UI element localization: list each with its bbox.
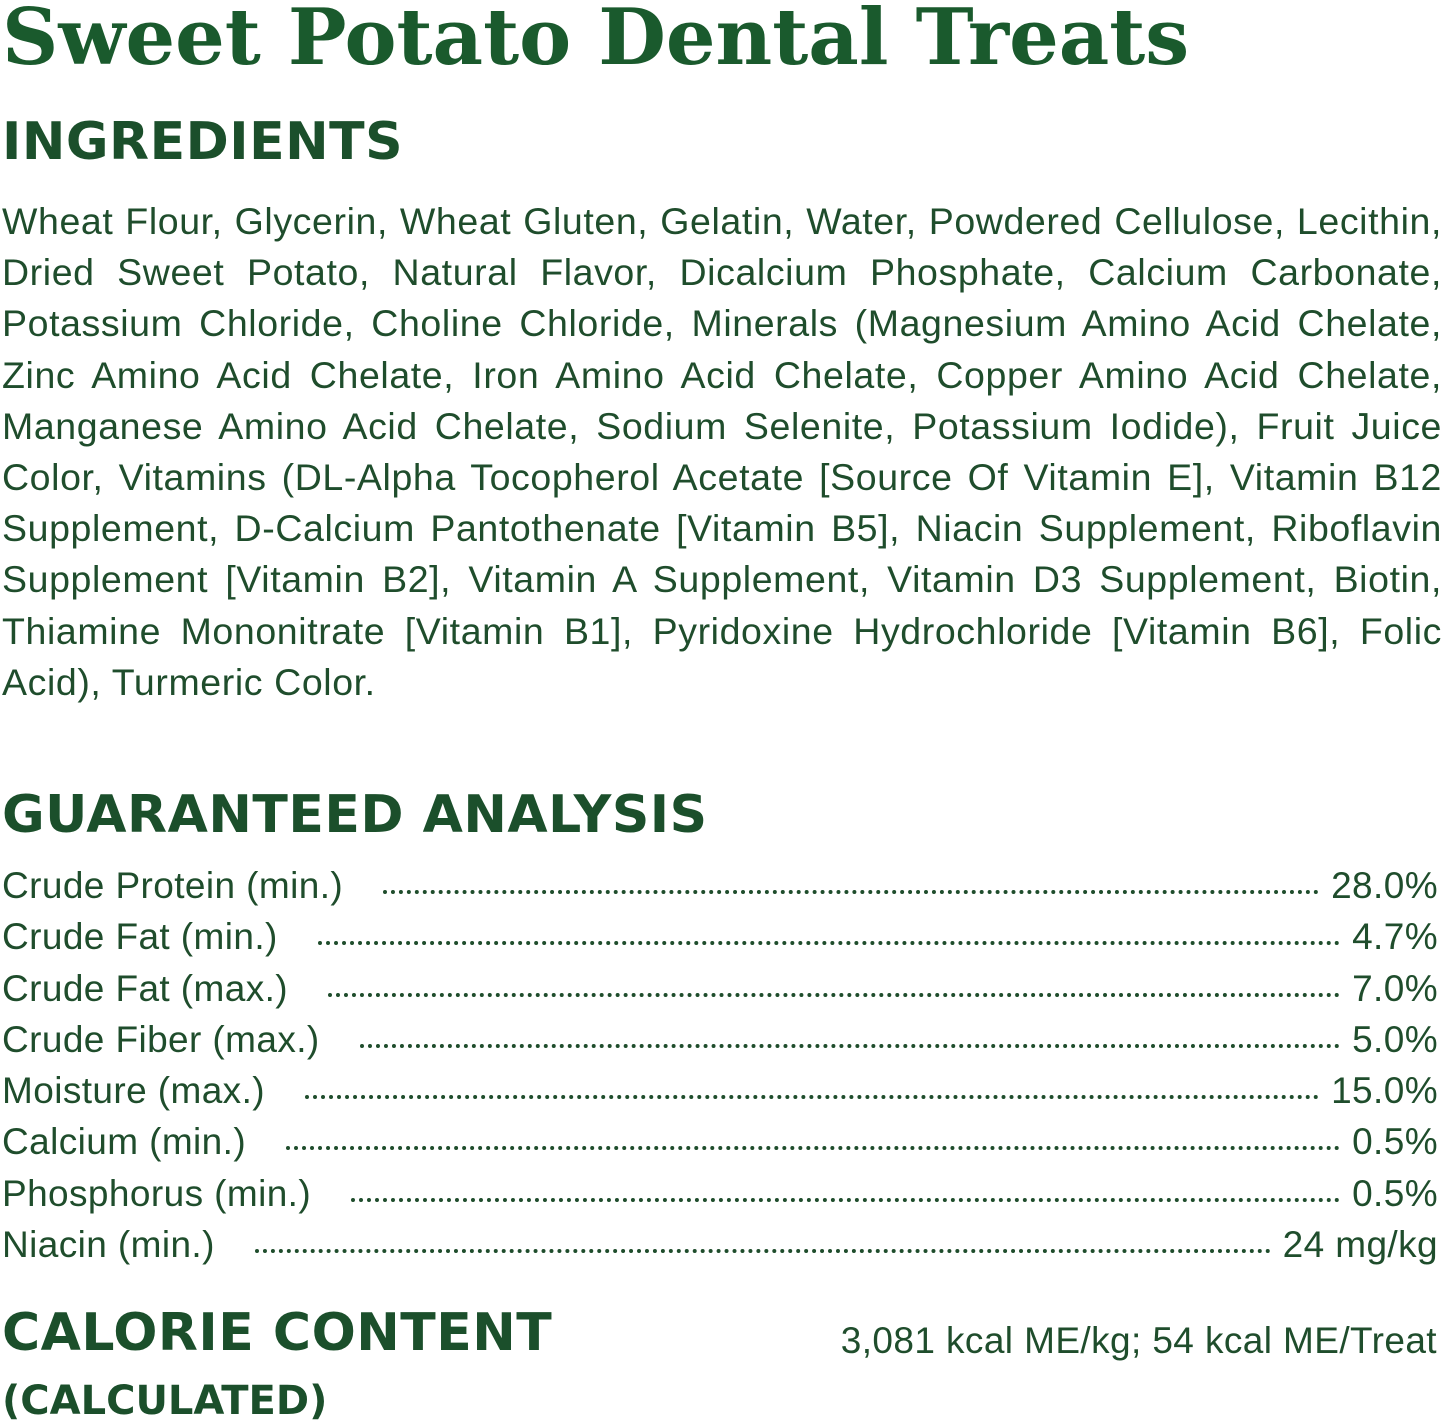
- dot-leader: [317, 941, 1341, 946]
- analysis-label: Moisture (max.): [2, 1070, 265, 1112]
- dot-leader: [304, 1095, 1320, 1100]
- ingredients-heading: INGREDIENTS: [2, 112, 404, 172]
- analysis-value: 0.5%: [1352, 1121, 1438, 1163]
- analysis-row: Calcium (min.) 0.5%: [2, 1121, 1438, 1172]
- analysis-row: Crude Fat (min.) 4.7%: [2, 916, 1438, 967]
- analysis-heading: GUARANTEED ANALYSIS: [2, 785, 708, 845]
- ingredients-text: Wheat Flour, Glycerin, Wheat Gluten, Gel…: [2, 200, 1442, 703]
- analysis-row: Moisture (max.) 15.0%: [2, 1070, 1438, 1121]
- analysis-row: Niacin (min.) 24 mg/kg: [2, 1224, 1438, 1275]
- dot-leader: [383, 890, 1320, 894]
- analysis-row: Crude Protein (min.) 28.0%: [2, 865, 1438, 916]
- calorie-subheading: (CALCULATED): [2, 1378, 328, 1424]
- analysis-value: 0.5%: [1352, 1172, 1438, 1214]
- calorie-heading: CALORIE CONTENT: [2, 1303, 553, 1363]
- analysis-value: 5.0%: [1352, 1018, 1438, 1060]
- analysis-label: Crude Fat (min.): [2, 916, 278, 958]
- analysis-row: Phosphorus (min.) 0.5%: [2, 1173, 1438, 1224]
- dot-leader: [328, 992, 1341, 997]
- dot-leader: [359, 1043, 1341, 1048]
- dot-leader: [351, 1197, 1341, 1202]
- analysis-value: 4.7%: [1352, 916, 1438, 958]
- dot-leader: [286, 1146, 1341, 1151]
- analysis-label: Crude Fiber (max.): [2, 1018, 320, 1060]
- analysis-value: 7.0%: [1352, 967, 1438, 1009]
- analysis-value: 24 mg/kg: [1282, 1224, 1438, 1266]
- calorie-value: 3,081 kcal ME/kg; 54 kcal ME/Treat: [840, 1320, 1437, 1361]
- analysis-row: Crude Fat (max.) 7.0%: [2, 968, 1438, 1019]
- analysis-label: Niacin (min.): [2, 1224, 215, 1266]
- analysis-value: 28.0%: [1331, 865, 1438, 906]
- analysis-label: Crude Fat (max.): [2, 967, 289, 1009]
- analysis-table: Crude Protein (min.) 28.0% Crude Fat (min…: [2, 865, 1438, 1275]
- page-title: Sweet Potato Dental Treats: [2, 0, 1190, 83]
- analysis-label: Crude Protein (min.): [2, 865, 344, 906]
- analysis-value: 15.0%: [1331, 1070, 1438, 1112]
- analysis-label: Calcium (min.): [2, 1121, 247, 1163]
- dot-leader: [254, 1249, 1271, 1254]
- analysis-row: Crude Fiber (max.) 5.0%: [2, 1019, 1438, 1070]
- analysis-label: Phosphorus (min.): [2, 1172, 312, 1214]
